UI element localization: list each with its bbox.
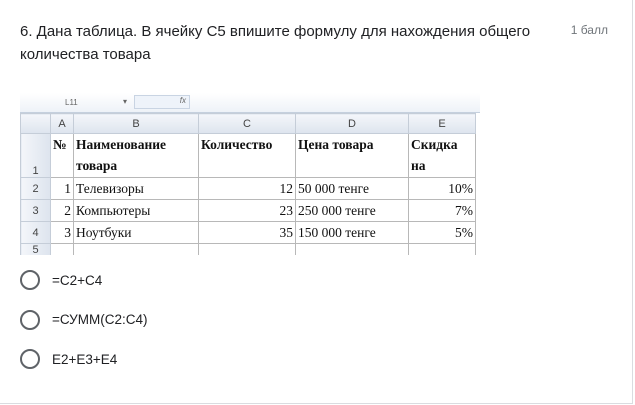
- col-header-a: A: [50, 113, 74, 134]
- cell: Наименование товара: [73, 133, 199, 178]
- formula-bar: L11 ▾ fx: [20, 93, 480, 113]
- option-1[interactable]: =C2+C4: [20, 270, 148, 290]
- row-header: 5: [20, 243, 51, 255]
- cell: 35: [198, 221, 296, 244]
- fx-icon: fx: [134, 95, 190, 109]
- radio-button[interactable]: [20, 270, 40, 290]
- col-header-d: D: [295, 113, 409, 134]
- cell: Телевизоры: [73, 177, 199, 200]
- cell: 50 000 тенге: [295, 177, 409, 200]
- row-header: 4: [20, 221, 51, 244]
- cell: 5%: [408, 221, 476, 244]
- cell: 12: [198, 177, 296, 200]
- option-label: =C2+C4: [52, 272, 103, 288]
- cell: 250 000 тенге: [295, 199, 409, 222]
- cell: [198, 243, 296, 255]
- option-2[interactable]: =СУММ(C2:C4): [20, 309, 148, 330]
- radio-button[interactable]: [20, 309, 40, 330]
- dropdown-icon: ▾: [123, 97, 128, 106]
- cell: Количество: [198, 133, 296, 178]
- spreadsheet-image: L11 ▾ fx A B C D E 1 № Наименование това…: [20, 93, 480, 255]
- table-row: 5: [20, 243, 476, 255]
- name-box: L11: [65, 98, 78, 107]
- cell: №: [50, 133, 74, 178]
- cell: Ноутбуки: [73, 221, 199, 244]
- cell: 23: [198, 199, 296, 222]
- col-header-b: B: [73, 113, 199, 134]
- option-label: E2+E3+E4: [52, 351, 118, 367]
- cell: 7%: [408, 199, 476, 222]
- cell: [73, 243, 199, 255]
- col-header-e: E: [408, 113, 476, 134]
- question-text: 6. Дана таблица. В ячейку С5 впишите фор…: [20, 23, 531, 63]
- row-header: 2: [20, 177, 51, 200]
- row-header: 3: [20, 199, 51, 222]
- answer-options: =C2+C4 =СУММ(C2:C4) E2+E3+E4: [20, 270, 148, 389]
- cell: 10%: [408, 177, 476, 200]
- cell: 2: [50, 199, 74, 222]
- cell: Цена товара: [295, 133, 409, 178]
- table-row: 1 № Наименование товара Количество Цена …: [20, 133, 476, 178]
- cell: [408, 243, 476, 255]
- points-label: 1 балл: [570, 23, 608, 37]
- table-row: 4 3 Ноутбуки 35 150 000 тенге 5%: [20, 221, 476, 244]
- cell: [50, 243, 74, 255]
- option-3[interactable]: E2+E3+E4: [20, 349, 148, 369]
- column-headers: A B C D E: [20, 113, 476, 134]
- cell: [295, 243, 409, 255]
- radio-button[interactable]: [20, 349, 40, 369]
- cell: 1: [50, 177, 74, 200]
- table-row: 3 2 Компьютеры 23 250 000 тенге 7%: [20, 199, 476, 222]
- table-row: 2 1 Телевизоры 12 50 000 тенге 10%: [20, 177, 476, 200]
- cell: 150 000 тенге: [295, 221, 409, 244]
- cell: Компьютеры: [73, 199, 199, 222]
- cell: Скидка на: [408, 133, 476, 178]
- cell: 3: [50, 221, 74, 244]
- select-all-corner: [20, 113, 51, 134]
- row-header: 1: [20, 133, 51, 178]
- option-label: =СУММ(C2:C4): [52, 312, 148, 327]
- spreadsheet-table: A B C D E 1 № Наименование товара Количе…: [20, 113, 476, 255]
- col-header-c: C: [198, 113, 296, 134]
